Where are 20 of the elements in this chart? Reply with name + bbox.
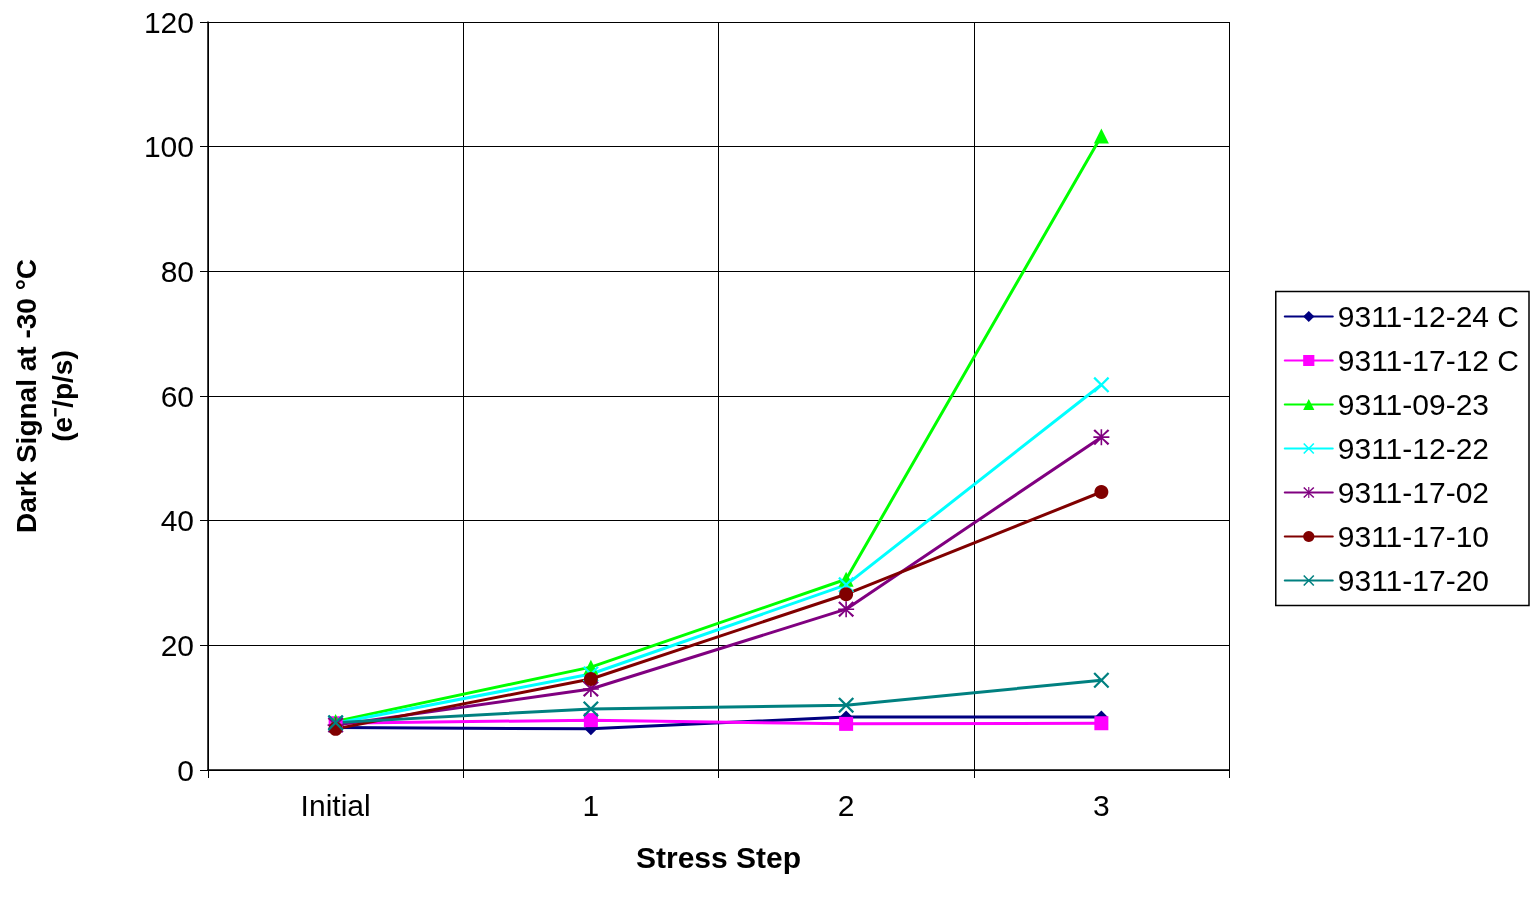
- legend-label: 9311-17-02: [1337, 476, 1489, 509]
- y-tick-label: 20: [160, 628, 194, 662]
- x-tick-label: 2: [837, 788, 855, 822]
- legend-label: 9311-09-23: [1337, 388, 1489, 421]
- legend-label: 9311-17-20: [1337, 564, 1489, 597]
- legend-label: 9311-12-24 C: [1337, 300, 1519, 333]
- x-tick-label: 1: [582, 788, 600, 822]
- x-axis-title: Stress Step: [635, 840, 802, 874]
- x-tick-label: Initial: [300, 788, 371, 822]
- y-tick-label: 0: [177, 753, 194, 787]
- y-tick-label: 120: [143, 5, 194, 39]
- y-tick-label: 60: [160, 379, 194, 413]
- legend-label: 9311-17-12 C: [1337, 344, 1519, 377]
- y-tick-label: 80: [160, 254, 194, 288]
- y-tick-label: 100: [143, 130, 194, 164]
- x-tick-label: 3: [1093, 788, 1110, 822]
- y-tick-label: 40: [160, 504, 194, 538]
- legend-label: 9311-17-10: [1337, 520, 1489, 553]
- y-axis-title: Dark Signal at -30 °C (e⁻/p/s): [10, 258, 78, 534]
- legend-label: 9311-12-22: [1337, 432, 1489, 465]
